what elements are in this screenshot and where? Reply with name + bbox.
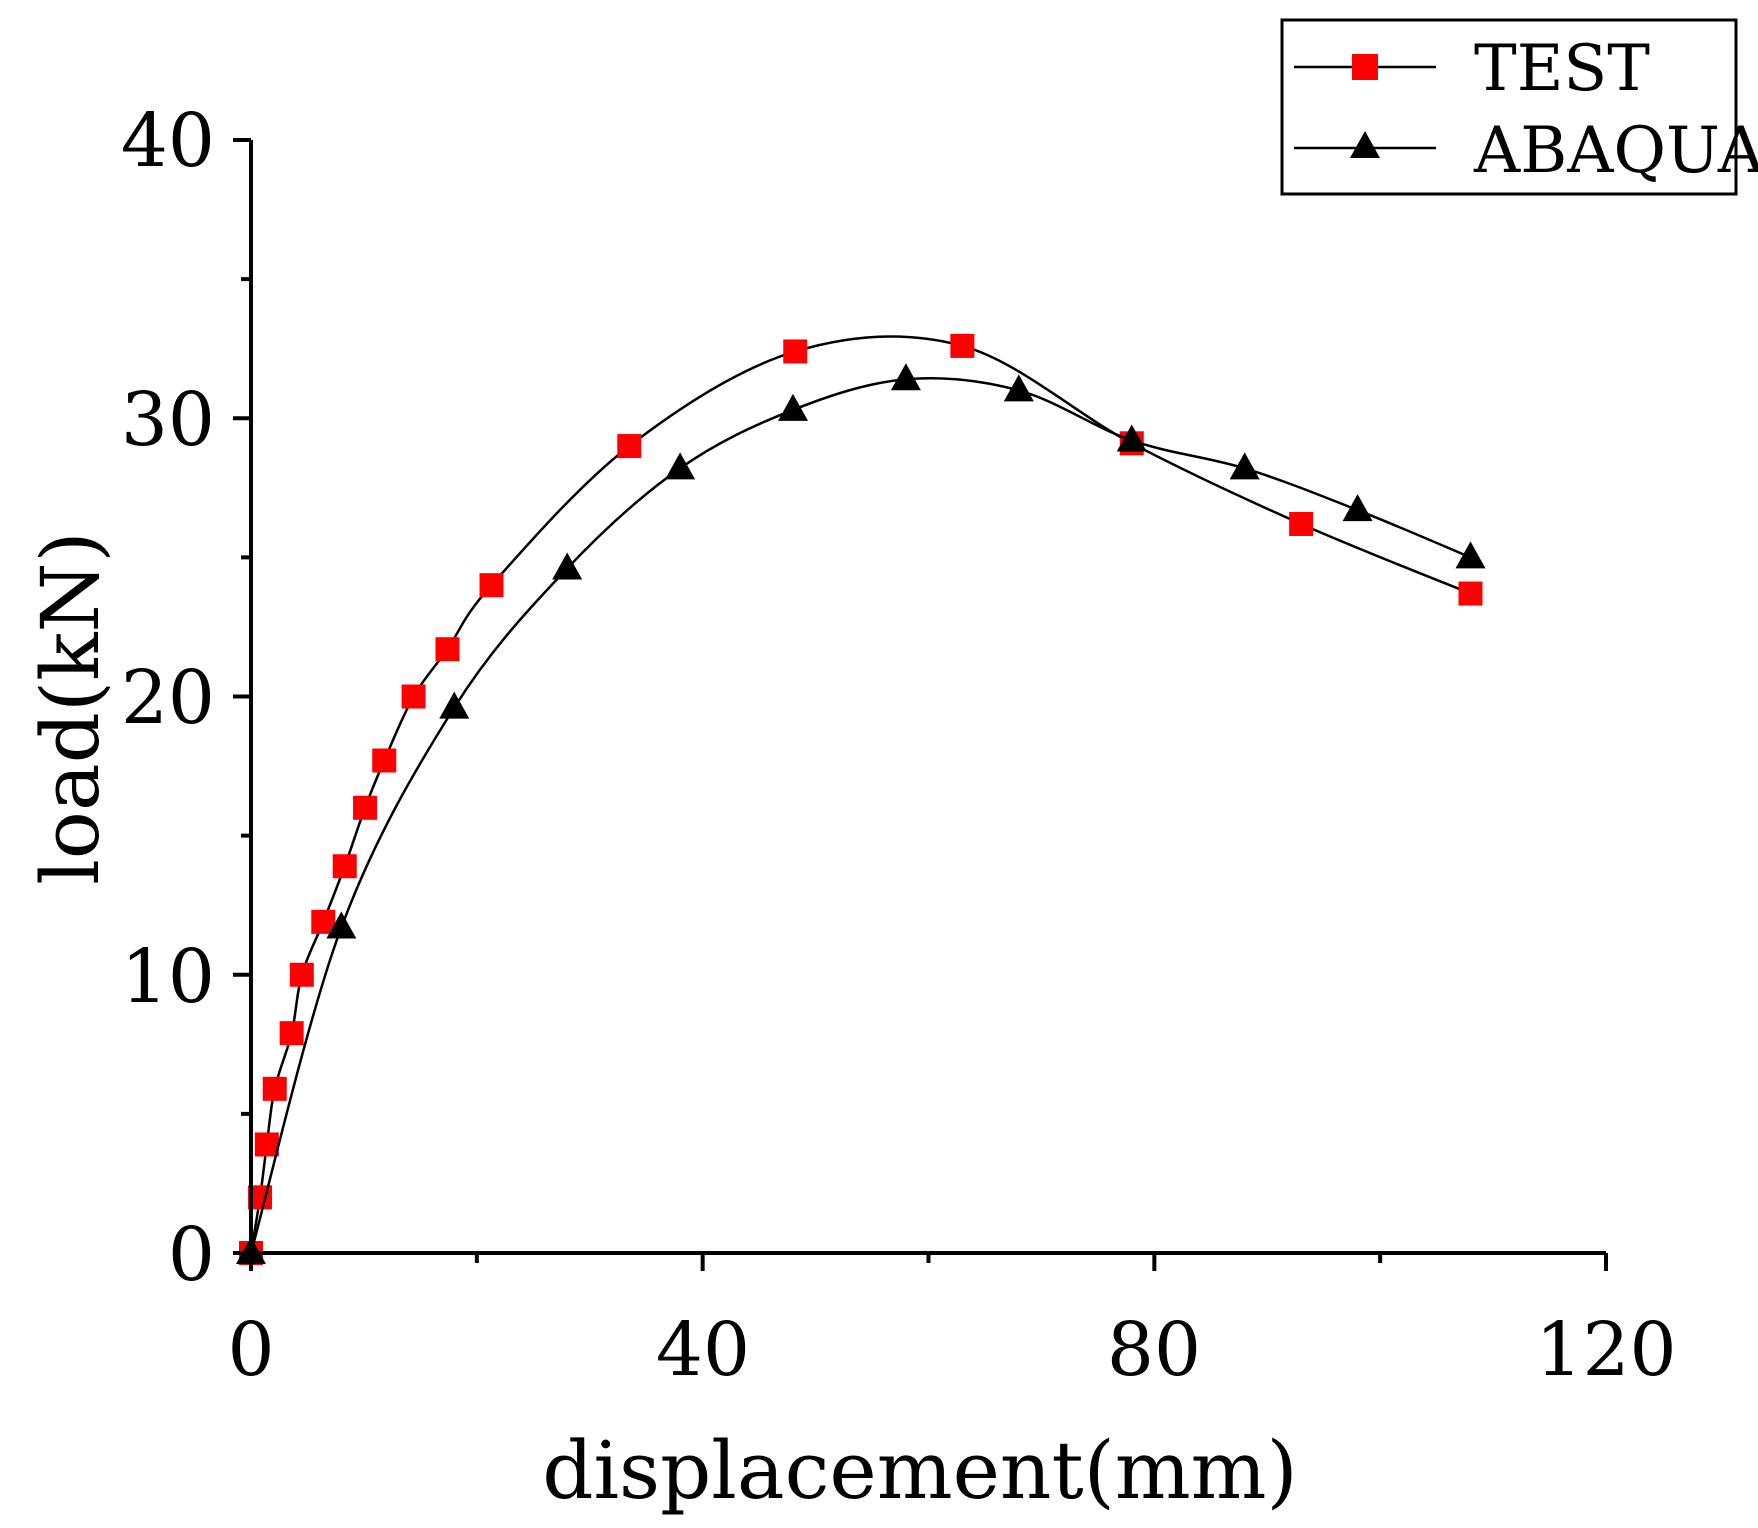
ticks [233, 138, 1608, 1271]
y-tick-label-10: 10 [121, 934, 215, 1020]
point-abaquas-10 [1342, 494, 1373, 522]
point-test-2 [254, 1132, 279, 1157]
point-abaquas-1 [326, 911, 357, 939]
legend-abaquas-marker [1350, 131, 1380, 158]
point-test-17 [1289, 511, 1314, 536]
y-tick-label-30: 30 [121, 377, 215, 463]
legend-abaquas-label: ABAQUAS [1473, 114, 1758, 188]
point-test-3 [262, 1076, 287, 1101]
point-test-11 [435, 637, 460, 662]
point-abaquas-2 [439, 691, 470, 719]
x-tick-label-0: 0 [227, 1307, 274, 1393]
point-test-10 [401, 684, 426, 709]
point-abaquas-6 [890, 363, 921, 391]
x-tick-label-80: 80 [1107, 1307, 1201, 1393]
legend: TEST ABAQUAS [1280, 18, 1758, 196]
point-test-5 [289, 962, 314, 987]
point-test-18 [1458, 581, 1483, 606]
point-test-15 [950, 333, 975, 358]
legend-box [1280, 18, 1738, 196]
point-test-8 [353, 795, 378, 820]
legend-test-label: TEST [1474, 32, 1650, 106]
point-abaquas-3 [552, 552, 583, 580]
point-test-7 [332, 854, 357, 879]
y-tick-label-40: 40 [121, 98, 215, 184]
point-test-12 [479, 573, 504, 598]
y-tick-label-0: 0 [168, 1212, 215, 1298]
series-layer [236, 333, 1486, 1265]
point-test-4 [279, 1021, 304, 1046]
point-abaquas-4 [665, 452, 696, 480]
point-test-13 [617, 434, 642, 459]
series-abaquas [236, 363, 1486, 1264]
y-axis-title: load(kN) [24, 531, 117, 885]
tick-labels: 0 40 80 120 0 10 20 30 40 [121, 98, 1677, 1393]
x-axis-title: displacement(mm) [542, 1424, 1298, 1517]
point-abaquas-9 [1229, 452, 1260, 480]
legend-test-marker [1352, 54, 1378, 80]
series-line-abaquas [249, 377, 1471, 1254]
point-test-9 [372, 748, 397, 773]
point-abaquas-5 [778, 393, 808, 421]
series-line-test [249, 335, 1471, 1254]
point-test-14 [783, 339, 808, 364]
point-abaquas-11 [1455, 541, 1486, 569]
series-test [239, 333, 1483, 1265]
x-tick-label-120: 120 [1535, 1307, 1676, 1393]
point-abaquas-7 [1003, 374, 1034, 402]
point-abaquas-8 [1116, 424, 1147, 452]
y-tick-label-20: 20 [121, 655, 215, 741]
x-tick-label-40: 40 [656, 1307, 750, 1393]
